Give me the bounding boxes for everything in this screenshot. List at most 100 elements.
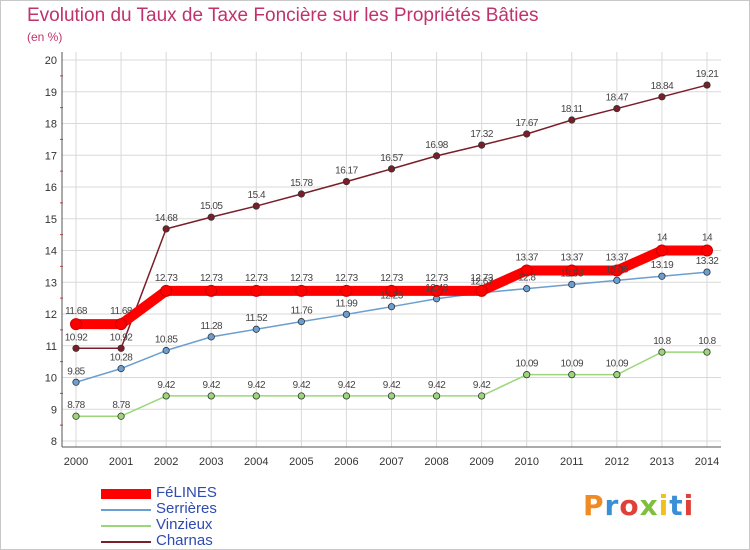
data-label-charnas: 16.17 bbox=[335, 166, 358, 177]
data-point-charnas bbox=[297, 190, 305, 198]
x-tick-label: 2012 bbox=[605, 456, 629, 468]
data-point-felines bbox=[295, 284, 308, 297]
data-point-felines bbox=[520, 264, 533, 277]
data-point-serrieres bbox=[568, 280, 576, 289]
data-label-vinzieux: 8.78 bbox=[112, 400, 130, 411]
data-label-charnas: 10.92 bbox=[65, 332, 88, 343]
data-label-serrieres: 10.85 bbox=[155, 335, 178, 346]
data-point-charnas bbox=[72, 344, 80, 352]
data-label-felines: 13.37 bbox=[561, 253, 584, 264]
data-label-vinzieux: 9.42 bbox=[428, 380, 446, 391]
legend-swatch-charnas bbox=[101, 541, 151, 543]
data-label-felines: 11.68 bbox=[65, 306, 88, 317]
data-label-serrieres: 12.67 bbox=[470, 277, 493, 288]
x-tick-label: 2009 bbox=[469, 456, 493, 468]
x-tick-label: 2001 bbox=[109, 456, 133, 468]
y-tick-label: 19 bbox=[45, 87, 57, 99]
y-tick-label: 20 bbox=[45, 55, 57, 67]
y-tick-label: 12 bbox=[45, 309, 57, 321]
data-point-vinzieux bbox=[387, 392, 396, 400]
data-label-serrieres: 13.32 bbox=[696, 256, 719, 267]
data-label-felines: 13.37 bbox=[606, 253, 629, 264]
data-point-vinzieux bbox=[207, 392, 215, 400]
data-point-serrieres bbox=[523, 284, 531, 293]
data-point-felines bbox=[655, 244, 668, 257]
data-point-vinzieux bbox=[613, 371, 621, 379]
data-point-serrieres bbox=[342, 310, 351, 318]
data-point-vinzieux bbox=[162, 392, 170, 400]
data-label-felines: 12.73 bbox=[335, 273, 358, 284]
data-point-charnas bbox=[658, 93, 666, 101]
data-point-vinzieux bbox=[297, 392, 305, 400]
legend-label-charnas: Charnas bbox=[156, 532, 213, 549]
logo-letter: t bbox=[669, 489, 684, 522]
y-tick-label: 11 bbox=[46, 341, 57, 353]
data-point-felines bbox=[205, 284, 218, 297]
y-tick-label: 16 bbox=[45, 182, 57, 194]
x-tick-label: 2013 bbox=[650, 456, 674, 468]
x-tick-label: 2003 bbox=[199, 456, 223, 468]
logo-letter: o bbox=[619, 489, 640, 522]
y-tick-label: 8 bbox=[51, 436, 57, 448]
chart-unit: (en %) bbox=[27, 30, 63, 44]
data-point-vinzieux bbox=[252, 392, 260, 400]
data-point-serrieres bbox=[117, 365, 125, 373]
legend-swatch-serrieres bbox=[101, 509, 151, 511]
y-tick-label: 13 bbox=[45, 277, 57, 289]
y-tick-label: 17 bbox=[45, 150, 57, 162]
x-tick-label: 2007 bbox=[379, 456, 403, 468]
data-label-charnas: 15.78 bbox=[290, 178, 313, 189]
legend-label-vinzieux: Vinzieux bbox=[156, 516, 213, 533]
data-label-felines: 13.37 bbox=[515, 253, 538, 264]
y-tick-label: 14 bbox=[45, 246, 57, 258]
data-label-charnas: 18.11 bbox=[561, 104, 584, 115]
data-point-charnas bbox=[162, 225, 170, 233]
data-point-vinzieux bbox=[658, 348, 666, 356]
data-label-felines: 12.73 bbox=[155, 273, 178, 284]
x-tick-label: 2006 bbox=[334, 456, 358, 468]
data-point-serrieres bbox=[703, 268, 711, 276]
axes: 8 9 10 11 12 13 14 15 16 17 18 19 20 2000 2001 2002 2003… bbox=[45, 52, 721, 468]
data-point-charnas bbox=[568, 116, 576, 124]
data-point-serrieres bbox=[613, 276, 621, 284]
data-labels: 10.92 10.92 14.68 15.05 15.4 15.78 16.17 16.57 1… bbox=[65, 69, 720, 411]
data-label-serrieres: 11.52 bbox=[245, 313, 268, 324]
data-point-felines bbox=[70, 318, 82, 331]
data-label-serrieres: 9.85 bbox=[67, 366, 85, 377]
data-point-serrieres bbox=[72, 378, 80, 386]
data-label-felines: 12.73 bbox=[380, 273, 403, 284]
data-point-serrieres bbox=[387, 303, 396, 311]
data-point-serrieres bbox=[162, 346, 170, 355]
data-point-vinzieux bbox=[117, 412, 125, 420]
data-label-charnas: 10.92 bbox=[110, 332, 133, 343]
logo-letter: r bbox=[604, 489, 620, 522]
x-tick-label: 2014 bbox=[695, 456, 719, 468]
data-label-charnas: 17.32 bbox=[470, 129, 493, 140]
data-label-serrieres: 12.23 bbox=[380, 291, 403, 302]
data-label-felines: 14 bbox=[702, 233, 713, 244]
data-label-charnas: 19.21 bbox=[696, 69, 719, 80]
chart-title: Evolution du Taux de Taxe Foncière sur l… bbox=[27, 5, 539, 26]
data-label-serrieres: 12.93 bbox=[561, 268, 584, 279]
data-label-serrieres: 11.99 bbox=[336, 298, 359, 309]
data-label-charnas: 16.57 bbox=[380, 153, 403, 164]
data-point-vinzieux bbox=[432, 392, 441, 400]
data-point-charnas bbox=[432, 152, 441, 160]
data-point-felines bbox=[250, 284, 263, 297]
data-point-vinzieux bbox=[478, 392, 486, 400]
y-tick-label: 18 bbox=[45, 119, 57, 131]
data-label-charnas: 14.68 bbox=[155, 213, 178, 224]
data-point-charnas bbox=[523, 130, 531, 138]
data-label-vinzieux: 9.42 bbox=[383, 380, 401, 391]
legend-swatch-vinzieux bbox=[101, 525, 151, 527]
data-point-vinzieux bbox=[342, 392, 351, 400]
data-point-charnas bbox=[117, 344, 125, 352]
data-label-vinzieux: 9.42 bbox=[473, 380, 491, 391]
x-tick-label: 2010 bbox=[514, 456, 538, 468]
data-label-charnas: 15.4 bbox=[248, 190, 266, 201]
data-label-felines: 14 bbox=[657, 233, 668, 244]
proxiti-logo: Proxiti bbox=[583, 489, 694, 522]
data-point-felines bbox=[385, 284, 398, 297]
data-point-serrieres bbox=[658, 272, 666, 280]
